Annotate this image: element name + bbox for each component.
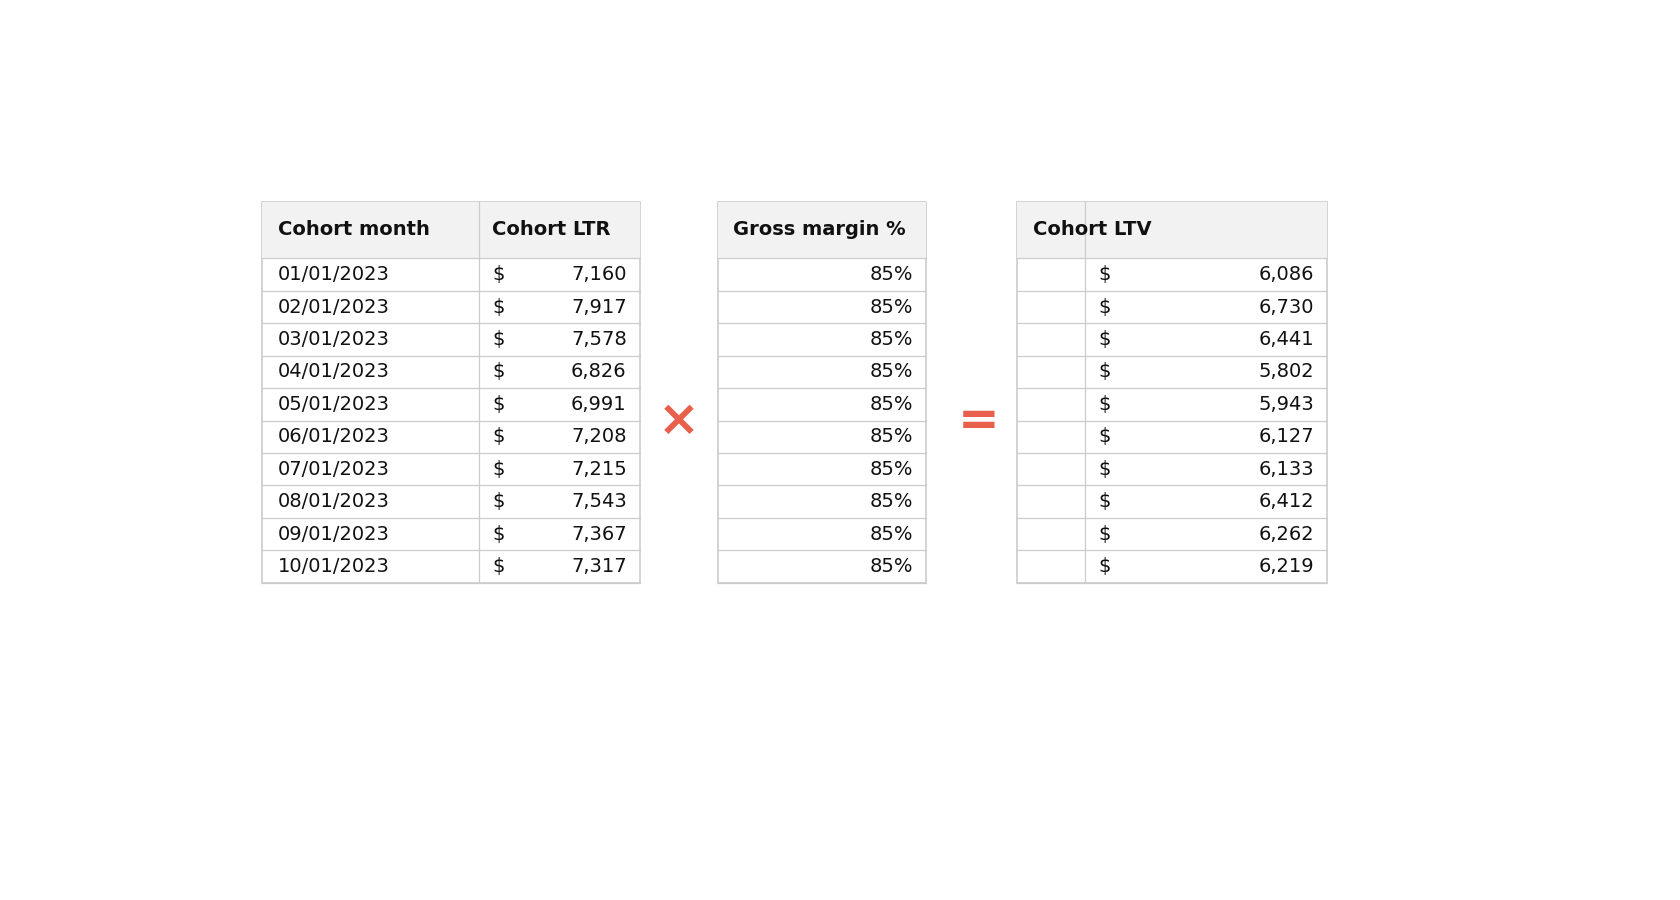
Text: $: $ xyxy=(492,492,504,511)
Text: 85%: 85% xyxy=(870,266,914,284)
Text: 6,133: 6,133 xyxy=(1258,460,1314,479)
Text: 85%: 85% xyxy=(870,460,914,479)
Text: $: $ xyxy=(492,525,504,544)
Text: $: $ xyxy=(492,395,504,414)
Text: 7,367: 7,367 xyxy=(571,525,627,544)
Text: $: $ xyxy=(1099,330,1110,349)
Text: 85%: 85% xyxy=(870,557,914,576)
Text: 6,127: 6,127 xyxy=(1258,428,1314,446)
Text: $: $ xyxy=(1099,492,1110,511)
Text: $: $ xyxy=(1099,557,1110,576)
Text: 7,160: 7,160 xyxy=(571,266,627,284)
Text: 6,219: 6,219 xyxy=(1258,557,1314,576)
Text: 7,543: 7,543 xyxy=(571,492,627,511)
Text: $: $ xyxy=(1099,460,1110,479)
Text: 03/01/2023: 03/01/2023 xyxy=(277,330,390,349)
FancyBboxPatch shape xyxy=(717,202,926,582)
Text: $: $ xyxy=(1099,428,1110,446)
Text: $: $ xyxy=(492,363,504,382)
Text: 07/01/2023: 07/01/2023 xyxy=(277,460,390,479)
Text: 08/01/2023: 08/01/2023 xyxy=(277,492,390,511)
Text: Gross margin %: Gross margin % xyxy=(734,220,906,239)
Text: 7,317: 7,317 xyxy=(571,557,627,576)
FancyBboxPatch shape xyxy=(262,202,640,582)
Text: 85%: 85% xyxy=(870,298,914,317)
Text: $: $ xyxy=(1099,363,1110,382)
Text: =: = xyxy=(958,397,1000,445)
Text: $: $ xyxy=(492,460,504,479)
Text: 6,086: 6,086 xyxy=(1258,266,1314,284)
Text: 01/01/2023: 01/01/2023 xyxy=(277,266,390,284)
Text: 7,917: 7,917 xyxy=(571,298,627,317)
Text: $: $ xyxy=(1099,395,1110,414)
Text: Cohort month: Cohort month xyxy=(277,220,430,239)
Text: $: $ xyxy=(492,298,504,317)
Text: 6,262: 6,262 xyxy=(1258,525,1314,544)
Text: $: $ xyxy=(492,557,504,576)
Text: $: $ xyxy=(1099,298,1110,317)
Text: 85%: 85% xyxy=(870,363,914,382)
Text: 09/01/2023: 09/01/2023 xyxy=(277,525,390,544)
Text: $: $ xyxy=(492,266,504,284)
Text: ×: × xyxy=(659,397,699,445)
Text: 7,578: 7,578 xyxy=(571,330,627,349)
Text: 6,441: 6,441 xyxy=(1258,330,1314,349)
Text: $: $ xyxy=(1099,525,1110,544)
Text: 10/01/2023: 10/01/2023 xyxy=(277,557,390,576)
Text: 5,943: 5,943 xyxy=(1258,395,1314,414)
Text: 85%: 85% xyxy=(870,330,914,349)
Text: 7,215: 7,215 xyxy=(571,460,627,479)
Text: 6,412: 6,412 xyxy=(1258,492,1314,511)
FancyBboxPatch shape xyxy=(717,202,926,258)
Text: $: $ xyxy=(1099,266,1110,284)
Text: $: $ xyxy=(492,330,504,349)
Text: 6,826: 6,826 xyxy=(571,363,627,382)
Text: 7,208: 7,208 xyxy=(571,428,627,446)
Text: 02/01/2023: 02/01/2023 xyxy=(277,298,390,317)
FancyBboxPatch shape xyxy=(262,202,640,258)
Text: 85%: 85% xyxy=(870,395,914,414)
Text: 5,802: 5,802 xyxy=(1258,363,1314,382)
FancyBboxPatch shape xyxy=(1018,202,1327,582)
Text: $: $ xyxy=(492,428,504,446)
FancyBboxPatch shape xyxy=(1018,202,1327,258)
Text: Cohort LTR: Cohort LTR xyxy=(492,220,612,239)
Text: 85%: 85% xyxy=(870,525,914,544)
Text: 85%: 85% xyxy=(870,492,914,511)
Text: 6,730: 6,730 xyxy=(1258,298,1314,317)
Text: 85%: 85% xyxy=(870,428,914,446)
Text: 05/01/2023: 05/01/2023 xyxy=(277,395,390,414)
Text: 06/01/2023: 06/01/2023 xyxy=(277,428,390,446)
Text: Cohort LTV: Cohort LTV xyxy=(1033,220,1151,239)
Text: 6,991: 6,991 xyxy=(571,395,627,414)
Text: 04/01/2023: 04/01/2023 xyxy=(277,363,390,382)
